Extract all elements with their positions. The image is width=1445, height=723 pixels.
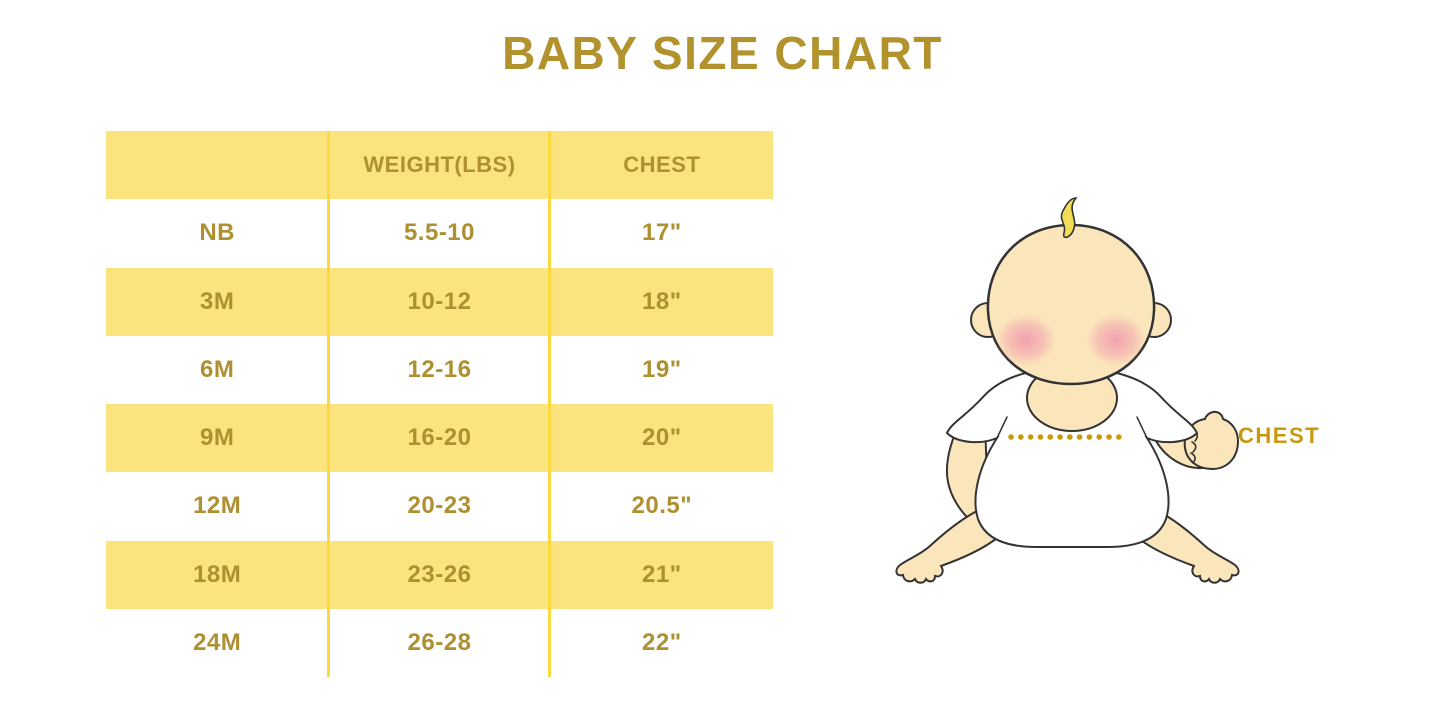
weight-cell: 5.5-10 bbox=[403, 219, 476, 247]
baby-hair-curl bbox=[1060, 197, 1078, 239]
table-row: 6M 12-16 19" bbox=[106, 336, 773, 404]
size-cell: 18M bbox=[193, 560, 242, 588]
baby-armpit-notches bbox=[996, 416, 1148, 439]
table-row: 24M 26-28 22" bbox=[106, 609, 773, 677]
weight-cell: 20-23 bbox=[407, 492, 472, 520]
header-weight-cell: WEIGHT(LBS) bbox=[363, 152, 516, 178]
baby-shirt bbox=[945, 366, 1199, 548]
column-divider-2 bbox=[548, 131, 551, 677]
size-cell: 3M bbox=[199, 287, 235, 315]
table-row: NB 5.5-10 17" bbox=[106, 199, 773, 267]
baby-illustration bbox=[895, 197, 1240, 584]
header-size-cell bbox=[106, 131, 328, 199]
chest-cell: 18" bbox=[642, 287, 682, 315]
table-header-row: WEIGHT(LBS) CHEST bbox=[106, 131, 773, 200]
page-title: BABY SIZE CHART bbox=[502, 27, 943, 79]
size-cell: 6M bbox=[199, 355, 235, 383]
chest-cell: 22" bbox=[642, 628, 682, 656]
weight-cell: 23-26 bbox=[407, 560, 472, 588]
baby-left-cheek bbox=[996, 314, 1056, 366]
size-cell: NB bbox=[199, 219, 235, 247]
table-row: 9M 16-20 20" bbox=[106, 404, 773, 473]
column-divider-1 bbox=[327, 131, 330, 677]
chest-label: CHEST bbox=[1238, 423, 1321, 448]
chest-cell: 20.5" bbox=[631, 492, 693, 520]
chest-cell: 17" bbox=[642, 219, 682, 247]
size-cell: 9M bbox=[199, 424, 235, 452]
size-cell: 12M bbox=[193, 492, 242, 520]
baby-fist bbox=[1183, 410, 1240, 471]
weight-cell: 10-12 bbox=[407, 287, 472, 315]
size-table: WEIGHT(LBS) CHEST NB 5.5-10 17" 3M 10-12… bbox=[106, 131, 773, 677]
table-row: 12M 20-23 20.5" bbox=[106, 472, 773, 540]
weight-cell: 16-20 bbox=[407, 424, 472, 452]
weight-cell: 26-28 bbox=[407, 628, 472, 656]
weight-cell: 12-16 bbox=[407, 355, 472, 383]
table-row: 3M 10-12 18" bbox=[106, 267, 773, 336]
chest-cell: 19" bbox=[642, 355, 682, 383]
table-row: 18M 23-26 21" bbox=[106, 540, 773, 609]
baby-right-cheek bbox=[1086, 314, 1146, 366]
header-chest-cell: CHEST bbox=[623, 152, 701, 178]
chest-cell: 20" bbox=[642, 424, 682, 452]
chest-cell: 21" bbox=[642, 560, 682, 588]
size-cell: 24M bbox=[193, 628, 242, 656]
